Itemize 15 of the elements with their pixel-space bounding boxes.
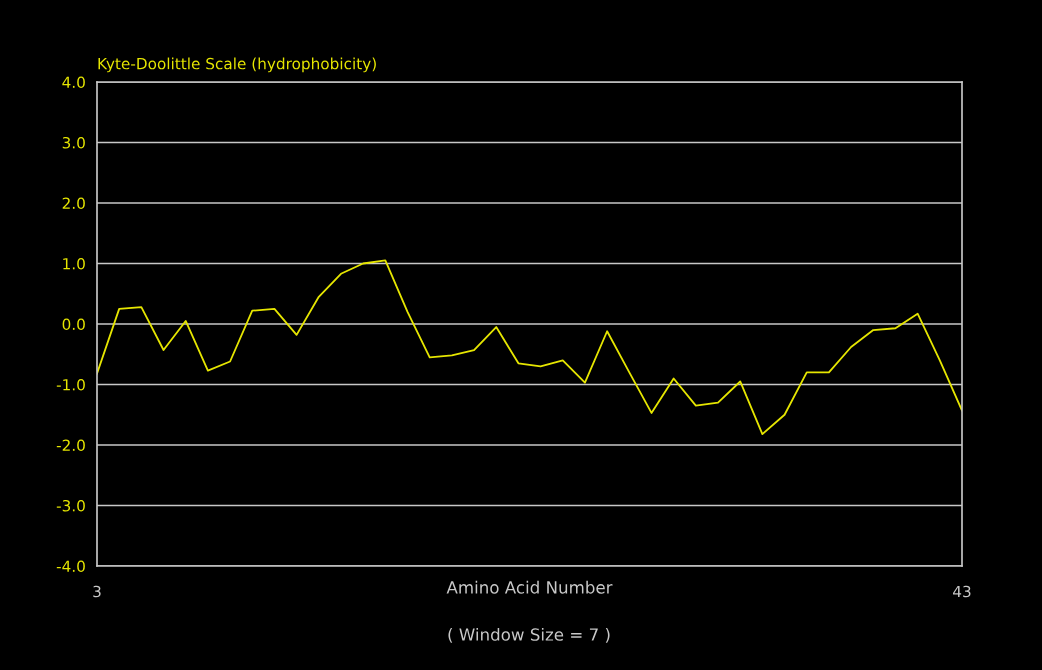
line-series — [97, 259, 962, 436]
y-tick-label: 1.0 — [63, 257, 85, 270]
chart-title: Kyte-Doolittle Scale (hydrophobicity) — [98, 57, 376, 73]
x-tick-label: 3 — [93, 585, 101, 598]
y-tick-label: 3.0 — [62, 136, 85, 149]
x-axis-title: Amino Acid Number — [446, 580, 613, 594]
y-tick-label: 4.0 — [62, 76, 85, 89]
y-tick-label: -3.0 — [56, 499, 85, 512]
y-tick-label: 2.0 — [62, 197, 85, 210]
y-tick-label: -1.0 — [56, 378, 85, 391]
text: ( Window Size = 7 ) — [448, 627, 610, 643]
y-tick-label: 0.0 — [62, 318, 85, 331]
y-tick-label: -4.0 — [56, 560, 85, 573]
x-tick-label: 43 — [953, 585, 971, 598]
y-tick-label: -2.0 — [56, 439, 85, 452]
